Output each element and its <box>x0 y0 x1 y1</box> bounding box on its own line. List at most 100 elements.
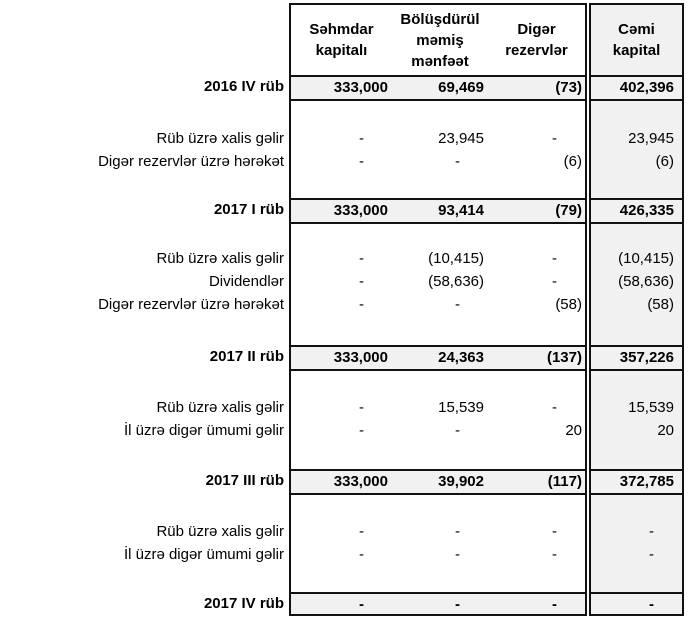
row-label: Rüb üzrə xalis gəlir <box>156 250 284 267</box>
total-row-2017-q4: 2017 IV rüb - - - - <box>0 592 700 616</box>
table-row: - (58,636) - <box>291 270 585 293</box>
cell-retained-earnings: 93,414 <box>438 202 484 219</box>
cell-other-reserves: - <box>552 130 557 147</box>
header-total-box: Cəmi kapital <box>589 3 684 75</box>
cell-total-capital: 357,226 <box>619 349 674 366</box>
cell-other-reserves: (73) <box>555 79 582 96</box>
total-capital-box: 426,335 <box>589 198 684 222</box>
total-main-box: - - - <box>289 592 587 616</box>
cell-total-capital: (10,415) <box>618 250 674 267</box>
total-row-2017-q3: 2017 III rüb 333,000 39,902 (117) 372,78… <box>0 469 700 493</box>
row-label: Rüb üzrə xalis gəlir <box>156 399 284 416</box>
cell-retained-earnings: 23,945 <box>438 130 484 147</box>
cell-other-reserves: - <box>552 523 557 540</box>
total-main-box: 333,000 69,469 (73) <box>289 75 587 99</box>
cell-total-capital: - <box>649 546 654 563</box>
cell-retained-earnings: - <box>455 523 460 540</box>
table-row: - 15,539 - <box>291 396 585 419</box>
table-section-movements: Rüb üzrə xalis gəlir Digər rezervlər üzr… <box>0 99 700 198</box>
total-capital-box: 372,785 <box>589 469 684 493</box>
cell-share-capital: - <box>359 250 364 267</box>
cell-retained-earnings: - <box>455 422 460 439</box>
row-label: İl üzrə digər ümumi gəlir <box>123 422 284 439</box>
cell-other-reserves: (58) <box>555 296 582 313</box>
total-main-box: 333,000 39,902 (117) <box>289 469 587 493</box>
cell-share-capital: - <box>359 296 364 313</box>
section-labels: Rüb üzrə xalis gəlir İl üzrə digər ümumi… <box>0 369 289 469</box>
cell-share-capital: - <box>359 153 364 170</box>
cell-share-capital: - <box>359 422 364 439</box>
total-main-box: 333,000 24,363 (137) <box>289 345 587 369</box>
cell-share-capital: - <box>359 596 364 613</box>
cell-other-reserves: - <box>552 250 557 267</box>
cell-retained-earnings: 24,363 <box>438 349 484 366</box>
table-row: - (10,415) - <box>291 247 585 270</box>
cell-retained-earnings: 69,469 <box>438 79 484 96</box>
total-row-2017-q2: 2017 II rüb 333,000 24,363 (137) 357,226 <box>0 345 700 369</box>
cell-share-capital: - <box>359 273 364 290</box>
section-labels: Rüb üzrə xalis gəlir İl üzrə digər ümumi… <box>0 493 289 592</box>
column-header-other-reserves: Digər rezervlər <box>505 21 568 59</box>
section-total-box: - - <box>589 493 684 592</box>
section-main-box: - 23,945 - - - (6) <box>289 99 587 198</box>
cell-total-capital: (58) <box>647 296 674 313</box>
row-label: Dividendlər <box>208 273 284 290</box>
column-header-retained-earnings: Bölüşdürül məmiş mənfəət <box>400 10 480 70</box>
cell-share-capital: - <box>359 523 364 540</box>
row-label: Rüb üzrə xalis gəlir <box>156 523 284 540</box>
cell-other-reserves: (6) <box>563 153 582 170</box>
section-labels: Rüb üzrə xalis gəlir Dividendlər Digər r… <box>0 222 289 345</box>
table-row: - - 20 <box>291 419 585 442</box>
row-label: 2017 III rüb <box>205 472 284 489</box>
cell-other-reserves: 20 <box>565 422 582 439</box>
cell-other-reserves: - <box>552 273 557 290</box>
table-row: - - (58) <box>291 293 585 316</box>
row-label: 2017 II rüb <box>209 348 284 365</box>
table-section-movements: Rüb üzrə xalis gəlir İl üzrə digər ümumi… <box>0 369 700 469</box>
cell-total-capital: (6) <box>655 153 674 170</box>
cell-other-reserves: (79) <box>555 202 582 219</box>
row-label: 2017 IV rüb <box>203 595 284 612</box>
table-row: - - - <box>291 520 585 543</box>
total-capital-box: - <box>589 592 684 616</box>
cell-total-capital: 426,335 <box>619 202 674 219</box>
cell-total-capital: 23,945 <box>628 130 674 147</box>
row-label: 2016 IV rüb <box>203 78 284 95</box>
cell-retained-earnings: - <box>455 546 460 563</box>
cell-total-capital: - <box>649 523 654 540</box>
total-capital-box: 402,396 <box>589 75 684 99</box>
header-label-spacer <box>0 3 289 75</box>
table-section-movements: Rüb üzrə xalis gəlir İl üzrə digər ümumi… <box>0 493 700 592</box>
cell-total-capital: (58,636) <box>618 273 674 290</box>
cell-other-reserves: - <box>552 546 557 563</box>
cell-retained-earnings: 15,539 <box>438 399 484 416</box>
cell-share-capital: - <box>359 399 364 416</box>
row-label: 2017 I rüb <box>213 201 284 218</box>
section-total-box: 15,539 20 <box>589 369 684 469</box>
table-header-row: Səhmdar kapitalı Bölüşdürül məmiş mənfəə… <box>0 3 700 75</box>
section-main-box: - 15,539 - - - 20 <box>289 369 587 469</box>
total-capital-box: 357,226 <box>589 345 684 369</box>
table-row: - - (6) <box>291 150 585 173</box>
cell-total-capital: 20 <box>657 422 674 439</box>
cell-retained-earnings: 39,902 <box>438 473 484 490</box>
cell-share-capital: 333,000 <box>333 202 388 219</box>
row-label: Digər rezervlər üzrə hərəkət <box>98 153 284 170</box>
table-row: - 23,945 - <box>291 127 585 150</box>
cell-other-reserves: - <box>552 596 557 613</box>
total-main-box: 333,000 93,414 (79) <box>289 198 587 222</box>
cell-retained-earnings: - <box>455 296 460 313</box>
cell-total-capital: 372,785 <box>619 473 674 490</box>
table-row: - - - <box>291 543 585 566</box>
cell-share-capital: - <box>359 130 364 147</box>
cell-share-capital: 333,000 <box>333 79 388 96</box>
cell-share-capital: - <box>359 546 364 563</box>
column-header-total-capital: Cəmi kapital <box>612 21 661 59</box>
cell-share-capital: 333,000 <box>333 349 388 366</box>
row-label: Rüb üzrə xalis gəlir <box>156 130 284 147</box>
section-total-box: 23,945 (6) <box>589 99 684 198</box>
cell-other-reserves: - <box>552 399 557 416</box>
cell-total-capital: 402,396 <box>619 79 674 96</box>
cell-retained-earnings: (10,415) <box>428 250 484 267</box>
